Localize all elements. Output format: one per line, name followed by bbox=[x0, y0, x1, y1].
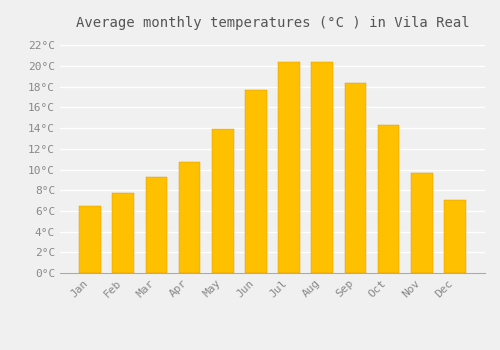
Bar bbox=[212, 129, 234, 273]
Bar bbox=[179, 162, 201, 273]
Bar bbox=[245, 90, 266, 273]
Bar bbox=[444, 199, 466, 273]
Bar bbox=[112, 193, 134, 273]
Bar bbox=[146, 177, 167, 273]
Bar bbox=[312, 62, 333, 273]
Bar bbox=[378, 125, 400, 273]
Bar bbox=[411, 173, 432, 273]
Bar bbox=[278, 62, 300, 273]
Bar bbox=[80, 206, 101, 273]
Bar bbox=[344, 83, 366, 273]
Title: Average monthly temperatures (°C ) in Vila Real: Average monthly temperatures (°C ) in Vi… bbox=[76, 16, 469, 30]
